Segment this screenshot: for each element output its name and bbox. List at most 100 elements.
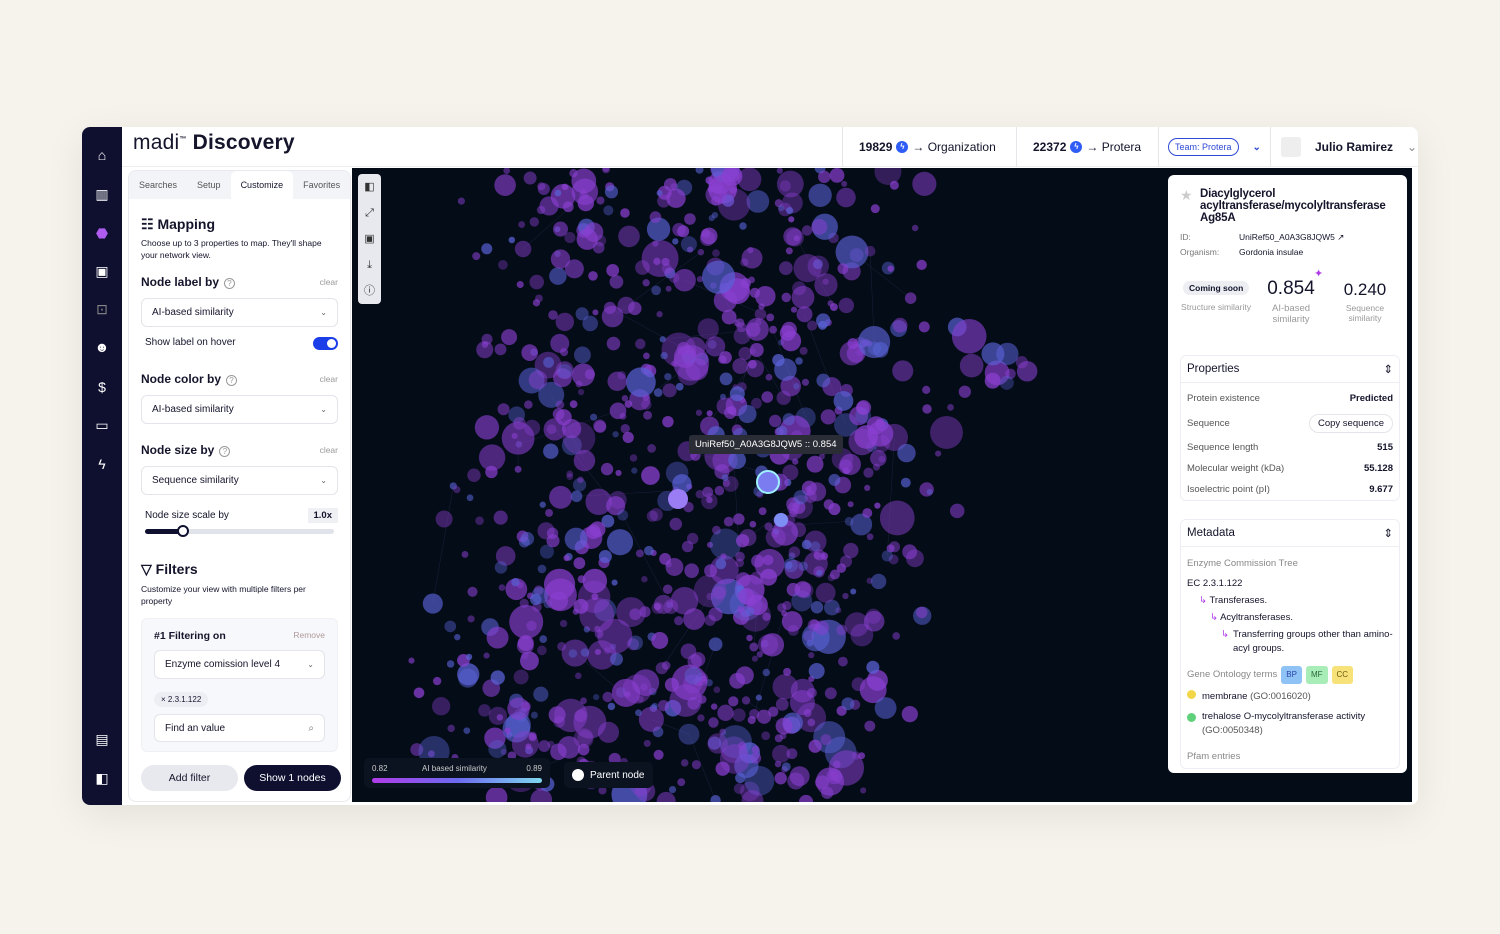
- network-node[interactable]: [733, 783, 745, 794]
- network-node[interactable]: [668, 272, 680, 284]
- network-node[interactable]: [706, 592, 714, 601]
- size-scale-slider[interactable]: [145, 525, 334, 537]
- network-node[interactable]: [609, 274, 624, 289]
- network-node[interactable]: [715, 761, 730, 776]
- network-node[interactable]: [652, 240, 659, 247]
- network-node[interactable]: [677, 778, 686, 787]
- network-node[interactable]: [590, 413, 598, 421]
- save-icon[interactable]: ▣: [364, 233, 375, 245]
- help-icon[interactable]: ?: [224, 278, 236, 289]
- network-node[interactable]: [779, 180, 791, 192]
- network-node[interactable]: [823, 599, 840, 616]
- network-node[interactable]: [485, 786, 508, 802]
- network-node[interactable]: [821, 786, 834, 799]
- network-node[interactable]: [732, 358, 749, 374]
- network-node[interactable]: [935, 450, 942, 457]
- show-nodes-button[interactable]: Show 1 nodes: [244, 765, 341, 791]
- download-icon[interactable]: ⤓: [367, 259, 372, 271]
- network-node[interactable]: [500, 748, 507, 756]
- network-node[interactable]: [467, 615, 475, 623]
- network-node[interactable]: [712, 525, 721, 535]
- network-node[interactable]: [657, 194, 671, 208]
- network-node[interactable]: [649, 211, 662, 223]
- network-node[interactable]: [769, 325, 778, 334]
- network-node[interactable]: [818, 170, 831, 184]
- network-node[interactable]: [837, 263, 849, 275]
- network-node[interactable]: [582, 568, 608, 594]
- network-node[interactable]: [736, 605, 744, 613]
- network-node[interactable]: [930, 416, 963, 449]
- network-node[interactable]: [622, 431, 634, 444]
- network-node[interactable]: [635, 549, 644, 558]
- node-size-select[interactable]: Sequence similarity ⌄: [141, 466, 338, 495]
- network-node[interactable]: [822, 278, 829, 285]
- network-node[interactable]: [793, 490, 808, 505]
- network-node[interactable]: [864, 720, 876, 732]
- network-node[interactable]: [762, 668, 771, 677]
- clear-color-button[interactable]: clear: [319, 374, 338, 384]
- network-node[interactable]: [620, 424, 630, 434]
- network-node[interactable]: [573, 346, 591, 364]
- network-node[interactable]: [776, 170, 804, 198]
- network-node[interactable]: [481, 243, 493, 255]
- network-node[interactable]: [432, 676, 442, 686]
- network-node[interactable]: [700, 227, 718, 245]
- network-node[interactable]: [550, 743, 567, 760]
- network-node[interactable]: [801, 539, 812, 550]
- network-node[interactable]: [900, 477, 911, 488]
- network-node[interactable]: [710, 794, 721, 802]
- highlighted-node[interactable]: [668, 489, 688, 509]
- network-node[interactable]: [684, 666, 702, 685]
- network-node[interactable]: [620, 208, 630, 218]
- network-node[interactable]: [594, 420, 607, 433]
- network-node[interactable]: [718, 725, 752, 759]
- network-node[interactable]: [697, 714, 705, 722]
- network-node[interactable]: [656, 311, 663, 318]
- network-node[interactable]: [835, 607, 842, 614]
- network-node[interactable]: [772, 353, 785, 367]
- network-node[interactable]: [798, 794, 814, 802]
- network-node[interactable]: [959, 353, 984, 378]
- network-node[interactable]: [862, 508, 873, 518]
- network-node[interactable]: [671, 664, 708, 701]
- network-node[interactable]: [715, 558, 727, 570]
- network-node[interactable]: [708, 607, 723, 622]
- network-node[interactable]: [744, 765, 775, 796]
- network-node[interactable]: [514, 465, 522, 473]
- network-node[interactable]: [719, 393, 727, 400]
- network-node[interactable]: [513, 669, 529, 685]
- network-node[interactable]: [716, 397, 734, 415]
- network-node[interactable]: [911, 224, 919, 232]
- network-node[interactable]: [636, 695, 644, 703]
- network-node[interactable]: [812, 259, 823, 270]
- network-node[interactable]: [528, 370, 548, 390]
- network-node[interactable]: [732, 708, 746, 722]
- network-node[interactable]: [714, 485, 725, 496]
- network-node[interactable]: [705, 184, 727, 206]
- network-node[interactable]: [457, 663, 480, 686]
- network-node[interactable]: [794, 581, 812, 598]
- network-node[interactable]: [494, 343, 507, 356]
- network-node[interactable]: [793, 235, 800, 242]
- network-node[interactable]: [947, 404, 954, 411]
- network-node[interactable]: [916, 259, 927, 271]
- network-node[interactable]: [646, 217, 671, 241]
- network-node[interactable]: [926, 488, 933, 496]
- network-node[interactable]: [635, 338, 646, 350]
- go-badge-bp[interactable]: BP: [1281, 666, 1302, 684]
- network-node[interactable]: [848, 428, 876, 456]
- network-node[interactable]: [629, 608, 642, 621]
- network-node[interactable]: [498, 259, 508, 270]
- network-node[interactable]: [566, 470, 574, 478]
- network-node[interactable]: [842, 592, 849, 600]
- network-node[interactable]: [525, 743, 532, 750]
- network-node[interactable]: [608, 490, 627, 509]
- metadata-toggle[interactable]: Metadata ⇕: [1181, 520, 1399, 547]
- network-node[interactable]: [561, 435, 582, 456]
- network-node[interactable]: [765, 373, 773, 381]
- network-node[interactable]: [683, 674, 703, 694]
- network-node[interactable]: [653, 749, 664, 760]
- network-node[interactable]: [600, 462, 614, 476]
- network-node[interactable]: [580, 648, 590, 657]
- network-node[interactable]: [760, 568, 778, 586]
